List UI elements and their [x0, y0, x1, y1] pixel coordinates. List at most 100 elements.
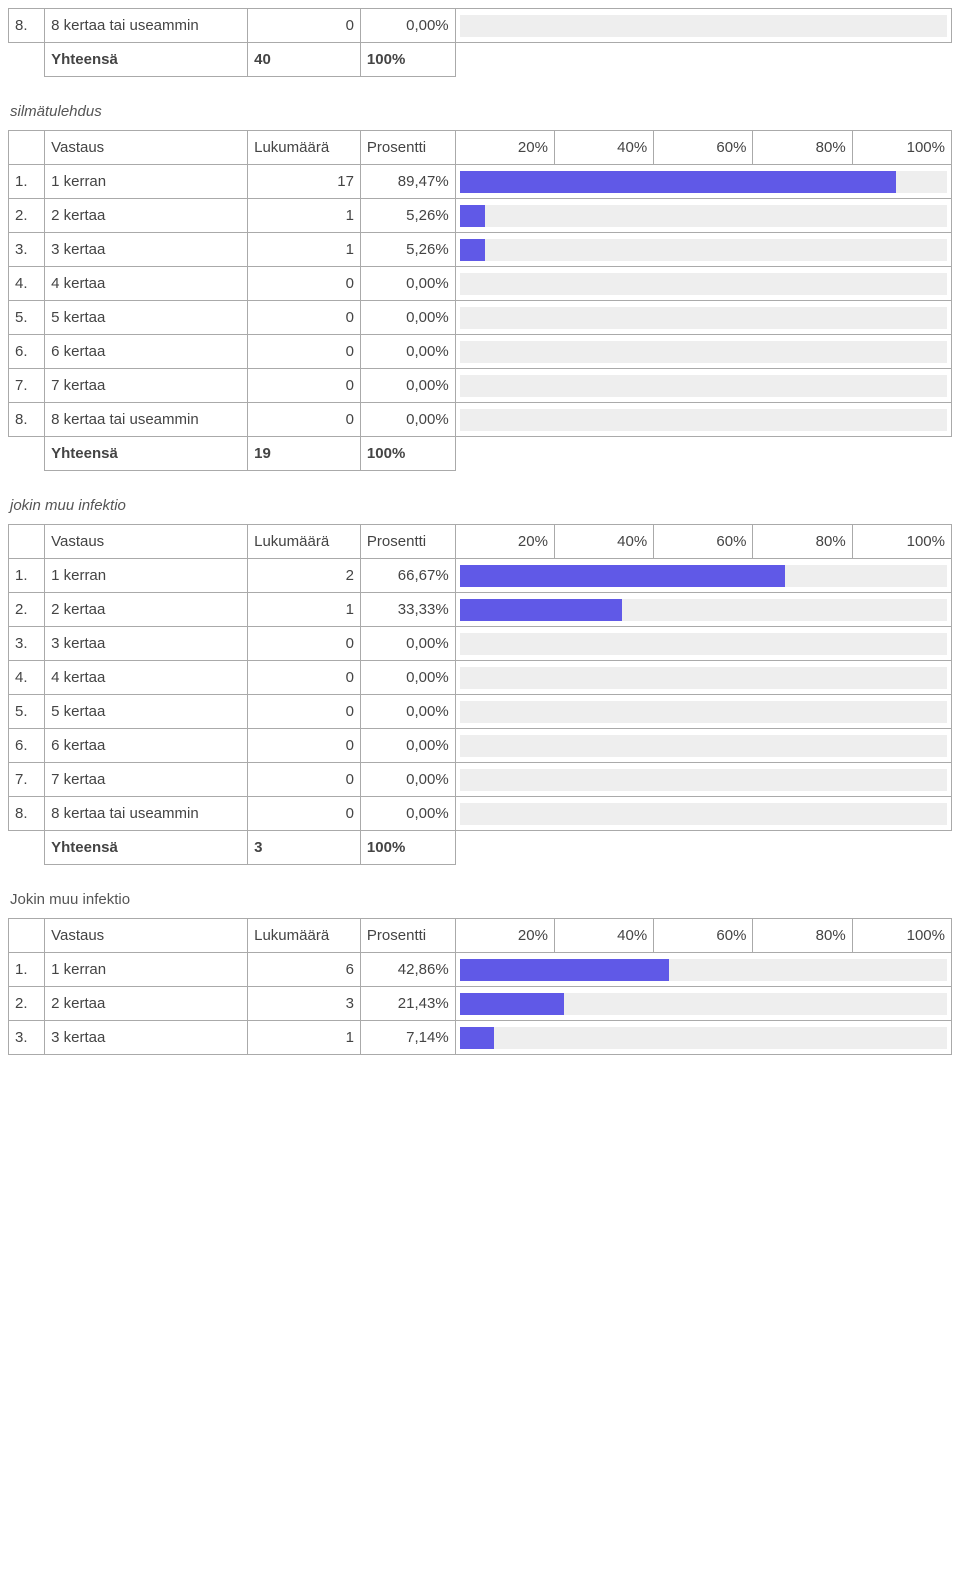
bar-fill [460, 599, 622, 621]
section-title: jokin muu infektio [10, 495, 952, 516]
col-vastaus: Vastaus [45, 131, 248, 165]
row-label: 5 kertaa [45, 695, 248, 729]
table-row: 1. 1 kerran 2 66,67% [9, 559, 952, 593]
bar-fill [460, 959, 669, 981]
table-row: 1. 1 kerran 6 42,86% [9, 953, 952, 987]
bar-background [460, 993, 947, 1015]
row-count: 0 [248, 797, 361, 831]
row-label: 1 kerran [45, 165, 248, 199]
col-vastaus: Vastaus [45, 525, 248, 559]
bar-background [460, 171, 947, 193]
bar-background [460, 205, 947, 227]
col-index [9, 919, 45, 953]
bar-cell [455, 729, 951, 763]
table-row: 3. 3 kertaa 0 0,00% [9, 627, 952, 661]
bar-background [460, 769, 947, 791]
table-row: 6. 6 kertaa 0 0,00% [9, 729, 952, 763]
table-row: 2. 2 kertaa 3 21,43% [9, 987, 952, 1021]
table-row: 1. 1 kerran 17 89,47% [9, 165, 952, 199]
table-row: 2. 2 kertaa 1 5,26% [9, 199, 952, 233]
row-percent: 0,00% [360, 335, 455, 369]
row-count: 0 [248, 335, 361, 369]
row-percent: 33,33% [360, 593, 455, 627]
row-index: 2. [9, 593, 45, 627]
row-percent: 0,00% [360, 301, 455, 335]
row-count: 1 [248, 1021, 361, 1055]
tick-60: 60% [654, 131, 753, 165]
bar-cell [455, 559, 951, 593]
row-percent: 0,00% [360, 627, 455, 661]
row-percent: 5,26% [360, 233, 455, 267]
row-label: 6 kertaa [45, 729, 248, 763]
bar-fill [460, 565, 785, 587]
row-index: 1. [9, 559, 45, 593]
tick-100: 100% [852, 919, 951, 953]
survey-table-fragment: 8. 8 kertaa tai useammin 0 0,00% Yhteens… [8, 8, 952, 77]
col-index [9, 525, 45, 559]
row-count: 0 [248, 369, 361, 403]
row-percent: 7,14% [360, 1021, 455, 1055]
col-prosentti: Prosentti [360, 919, 455, 953]
row-percent: 0,00% [360, 369, 455, 403]
row-index: 6. [9, 335, 45, 369]
table-row: 5. 5 kertaa 0 0,00% [9, 695, 952, 729]
blank-cell [9, 43, 45, 77]
row-label: 8 kertaa tai useammin [45, 797, 248, 831]
row-percent: 0,00% [360, 695, 455, 729]
bar-background [460, 409, 947, 431]
bar-background [460, 959, 947, 981]
bar-background [460, 239, 947, 261]
col-lukumaara: Lukumäärä [248, 131, 361, 165]
bar-cell [455, 267, 951, 301]
col-prosentti: Prosentti [360, 131, 455, 165]
row-index: 2. [9, 987, 45, 1021]
row-percent: 0,00% [360, 661, 455, 695]
row-percent: 42,86% [360, 953, 455, 987]
col-lukumaara: Lukumäärä [248, 919, 361, 953]
bar-fill [460, 993, 564, 1015]
total-percent: 100% [360, 437, 455, 471]
bar-cell [455, 797, 951, 831]
bar-fill [460, 171, 896, 193]
bar-background [460, 375, 947, 397]
bar-cell [455, 987, 951, 1021]
table-row: 3. 3 kertaa 1 7,14% [9, 1021, 952, 1055]
row-label: 2 kertaa [45, 199, 248, 233]
table-header-row: Vastaus Lukumäärä Prosentti 20% 40% 60% … [9, 525, 952, 559]
row-label: 7 kertaa [45, 763, 248, 797]
table-header-row: Vastaus Lukumäärä Prosentti 20% 40% 60% … [9, 919, 952, 953]
total-row: Yhteensä 3 100% [9, 831, 952, 865]
row-index: 8. [9, 797, 45, 831]
tick-20: 20% [455, 525, 554, 559]
bar-cell [455, 1021, 951, 1055]
table-row: 2. 2 kertaa 1 33,33% [9, 593, 952, 627]
row-index: 6. [9, 729, 45, 763]
bar-background [460, 735, 947, 757]
row-index: 7. [9, 369, 45, 403]
bar-cell [455, 661, 951, 695]
row-index: 3. [9, 627, 45, 661]
row-index: 2. [9, 199, 45, 233]
bar-background [460, 565, 947, 587]
row-label: 7 kertaa [45, 369, 248, 403]
bar-cell [455, 695, 951, 729]
row-index: 3. [9, 1021, 45, 1055]
table-row: 6. 6 kertaa 0 0,00% [9, 335, 952, 369]
col-prosentti: Prosentti [360, 525, 455, 559]
row-count: 0 [248, 267, 361, 301]
bar-cell [455, 593, 951, 627]
bar-cell [455, 233, 951, 267]
total-label: Yhteensä [45, 831, 248, 865]
total-count: 40 [248, 43, 361, 77]
tick-60: 60% [654, 525, 753, 559]
bar-cell [455, 763, 951, 797]
bar-cell [455, 301, 951, 335]
row-label: 3 kertaa [45, 1021, 248, 1055]
blank-cell [9, 831, 45, 865]
row-index: 8. [9, 9, 45, 43]
row-count: 0 [248, 661, 361, 695]
total-percent: 100% [360, 831, 455, 865]
blank-cell [455, 43, 951, 77]
bar-fill [460, 1027, 495, 1049]
row-percent: 89,47% [360, 165, 455, 199]
